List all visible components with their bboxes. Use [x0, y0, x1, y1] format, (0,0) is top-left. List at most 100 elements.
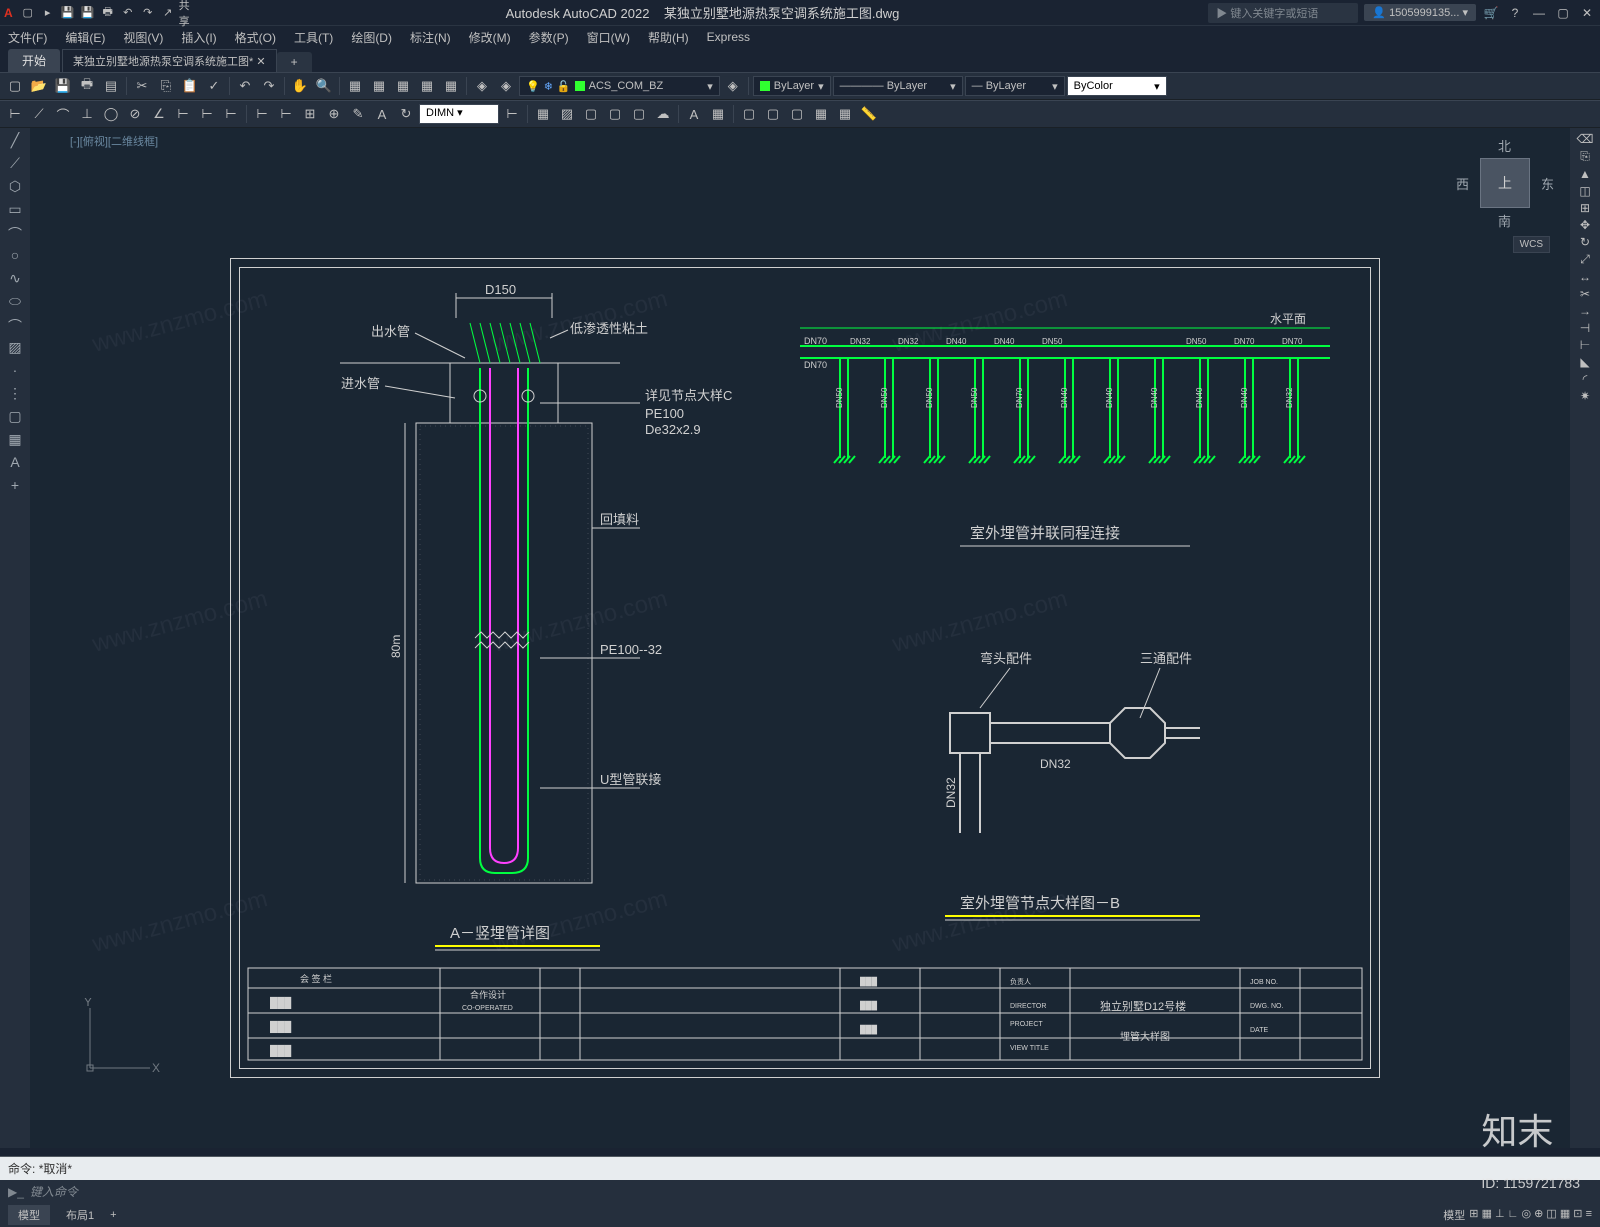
help-icon[interactable]: ? — [1506, 6, 1524, 20]
region-tool-icon[interactable]: ▢ — [4, 408, 26, 428]
dim-aligned-icon[interactable]: ⟋ — [28, 103, 50, 125]
viewcube-top[interactable]: 上 — [1480, 158, 1530, 208]
dim-space-icon[interactable]: ⊢ — [251, 103, 273, 125]
design-center-icon[interactable]: ▦ — [368, 75, 390, 97]
ellipse-icon[interactable]: ⬭ — [4, 293, 26, 313]
file-tab[interactable]: 某独立别墅地源热泵空调系统施工图* ✕ — [62, 49, 277, 72]
dim-angular-icon[interactable]: ∠ — [148, 103, 170, 125]
insert-icon[interactable]: ▢ — [762, 103, 784, 125]
mtext-icon[interactable]: A — [4, 454, 26, 474]
arc-icon[interactable]: ⌒ — [4, 224, 26, 244]
color-dropdown[interactable]: ByLayer ▾ — [753, 76, 831, 96]
layer-manager-icon[interactable]: ◈ — [471, 75, 493, 97]
print-icon[interactable]: 🖶 — [76, 75, 98, 97]
dim-arc-icon[interactable]: ⌒ — [52, 103, 74, 125]
layer-previous-icon[interactable]: ◈ — [722, 75, 744, 97]
drawing-canvas[interactable]: [-][俯视][二维线框] www.znzmo.com www.znzmo.co… — [30, 128, 1600, 1148]
rectangle-icon[interactable]: ▭ — [4, 201, 26, 221]
explode-icon[interactable]: ✷ — [1580, 389, 1590, 403]
menu-view[interactable]: 视图(V) — [123, 29, 163, 46]
hatch-tool-icon[interactable]: ▨ — [4, 339, 26, 359]
tab-start[interactable]: 开始 — [8, 49, 60, 72]
status-model-icon[interactable]: 模型 — [1443, 1207, 1465, 1223]
qat-save-icon[interactable]: 💾 — [59, 4, 77, 22]
viewcube-east[interactable]: 东 — [1541, 174, 1554, 193]
lineweight-dropdown[interactable]: — ByLayer▾ — [965, 76, 1065, 96]
viewcube-south[interactable]: 南 — [1498, 211, 1511, 230]
menu-file[interactable]: 文件(F) — [8, 29, 47, 46]
minimize-button[interactable]: — — [1530, 6, 1548, 20]
dim-continue-icon[interactable]: ⊢ — [220, 103, 242, 125]
tool-palette-icon[interactable]: ▦ — [392, 75, 414, 97]
menu-format[interactable]: 格式(O) — [235, 29, 276, 46]
erase-icon[interactable]: ⌫ — [1577, 132, 1594, 146]
viewcube[interactable]: 北 南 西 东 上 — [1460, 138, 1550, 228]
plotstyle-dropdown[interactable]: ByColor▾ — [1067, 76, 1167, 96]
markup-icon[interactable]: ▦ — [440, 75, 462, 97]
text-icon[interactable]: A — [683, 103, 705, 125]
draworder-icon[interactable]: ▦ — [532, 103, 554, 125]
command-input[interactable]: ▶_ 键入命令 — [0, 1180, 1600, 1203]
revision-cloud-icon[interactable]: ☁ — [652, 103, 674, 125]
scale-icon[interactable]: ⤢ — [1580, 252, 1590, 267]
viewcube-west[interactable]: 西 — [1456, 174, 1469, 193]
model-tab[interactable]: 模型 — [8, 1205, 50, 1225]
layer-dropdown[interactable]: 💡❄🔓 ACS_COM_BZ ▾ — [519, 76, 720, 96]
dim-linear-icon[interactable]: ⊢ — [4, 103, 26, 125]
open-icon[interactable]: 📂 — [28, 75, 50, 97]
plot-icon[interactable]: ▤ — [100, 75, 122, 97]
dim-diameter-icon[interactable]: ⊘ — [124, 103, 146, 125]
polygon-icon[interactable]: ⬡ — [4, 178, 26, 198]
sheet-set-icon[interactable]: ▦ — [416, 75, 438, 97]
tab-plus[interactable]: + — [277, 52, 312, 72]
properties-icon[interactable]: ▦ — [344, 75, 366, 97]
extend-icon[interactable]: → — [1579, 304, 1591, 318]
ungroup-icon[interactable]: ▦ — [834, 103, 856, 125]
break-icon[interactable]: ⊣ — [1580, 321, 1590, 335]
qat-share-label[interactable]: 共享 — [179, 4, 197, 22]
dim-break-icon[interactable]: ⊢ — [275, 103, 297, 125]
linetype-dropdown[interactable]: ———— ByLayer▾ — [833, 76, 963, 96]
menu-express[interactable]: Express — [707, 30, 750, 44]
fillet-icon[interactable]: ◜ — [1583, 372, 1588, 386]
region-icon[interactable]: ▢ — [604, 103, 626, 125]
stretch-icon[interactable]: ↔ — [1579, 270, 1591, 284]
offset-icon[interactable]: ◫ — [1579, 184, 1590, 198]
qat-print-icon[interactable]: 🖶 — [99, 4, 117, 22]
wcs-label[interactable]: WCS — [1513, 236, 1550, 253]
dim-ordinate-icon[interactable]: ⊥ — [76, 103, 98, 125]
menu-parametric[interactable]: 参数(P) — [529, 29, 569, 46]
menu-modify[interactable]: 修改(M) — [469, 29, 511, 46]
addselected-icon[interactable]: + — [4, 477, 26, 497]
dim-baseline-icon[interactable]: ⊢ — [196, 103, 218, 125]
qat-saveas-icon[interactable]: 💾 — [79, 4, 97, 22]
menu-tools[interactable]: 工具(T) — [294, 29, 333, 46]
cut-icon[interactable]: ✂ — [131, 75, 153, 97]
copy-icon[interactable]: ⎘ — [155, 75, 177, 97]
dim-textedit-icon[interactable]: A — [371, 103, 393, 125]
menu-edit[interactable]: 编辑(E) — [65, 29, 105, 46]
qat-undo-icon[interactable]: ↶ — [119, 4, 137, 22]
ellipse-arc-icon[interactable]: ⌒ — [4, 316, 26, 336]
user-menu[interactable]: 👤 1505999135... ▾ — [1364, 4, 1476, 21]
new-icon[interactable]: ▢ — [4, 75, 26, 97]
circle-icon[interactable]: ○ — [4, 247, 26, 267]
group-icon[interactable]: ▦ — [810, 103, 832, 125]
qat-open-icon[interactable]: ▸ — [39, 4, 57, 22]
center-mark-icon[interactable]: ⊕ — [323, 103, 345, 125]
view-label[interactable]: [-][俯视][二维线框] — [70, 133, 158, 149]
move-icon[interactable]: ✥ — [1580, 218, 1590, 232]
viewcube-north[interactable]: 北 — [1498, 136, 1511, 155]
block-icon[interactable]: ▢ — [738, 103, 760, 125]
tab-plus-icon[interactable]: + — [110, 1209, 116, 1221]
menu-dimension[interactable]: 标注(N) — [410, 29, 451, 46]
search-input[interactable]: ▶ 键入关键字或短语 — [1208, 3, 1358, 23]
save-icon[interactable]: 💾 — [52, 75, 74, 97]
hatch-icon[interactable]: ▨ — [556, 103, 578, 125]
undo-icon[interactable]: ↶ — [234, 75, 256, 97]
qat-redo-icon[interactable]: ↷ — [139, 4, 157, 22]
pline-icon[interactable]: ⟋ — [4, 155, 26, 175]
copy-tool-icon[interactable]: ⎘ — [1580, 149, 1590, 164]
wipeout-icon[interactable]: ▢ — [628, 103, 650, 125]
layer-states-icon[interactable]: ◈ — [495, 75, 517, 97]
